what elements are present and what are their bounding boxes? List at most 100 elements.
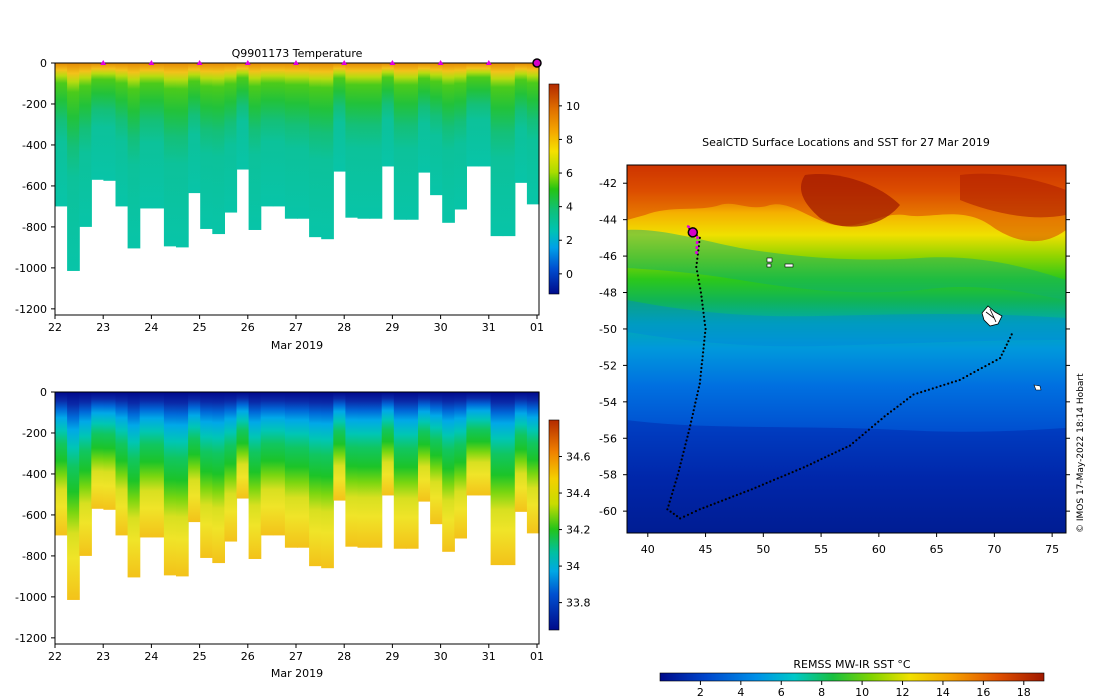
salinity-xlabel: Mar 2019 xyxy=(271,667,323,680)
track-point xyxy=(671,492,674,495)
track-point xyxy=(743,491,746,494)
t-profile-bar xyxy=(526,63,540,205)
t-xtick-label: 31 xyxy=(482,321,496,334)
map-xtick-label: 60 xyxy=(872,543,886,556)
s-profile-bar xyxy=(454,392,467,539)
track-point xyxy=(728,496,731,499)
track-point xyxy=(691,412,695,416)
s-profile-bar xyxy=(369,392,383,548)
track-point xyxy=(700,299,704,302)
track-point xyxy=(735,493,739,497)
map-ytick-label: -46 xyxy=(599,250,617,263)
t-profile-bar xyxy=(333,63,346,172)
map-xtick-label: 45 xyxy=(699,543,713,556)
track-point xyxy=(1004,346,1007,350)
track-point xyxy=(761,483,765,486)
t-profile-bar xyxy=(115,63,129,207)
s-profile-bar xyxy=(176,392,189,577)
t-cbar-label: 10 xyxy=(566,100,580,113)
t-xtick-label: 24 xyxy=(144,321,158,334)
track-point xyxy=(693,405,696,408)
map-xtick-label: 40 xyxy=(641,543,655,556)
track-point xyxy=(669,510,672,513)
track-point xyxy=(669,496,673,499)
track-point xyxy=(695,265,698,269)
surface-marker xyxy=(437,60,444,65)
track-point xyxy=(699,378,702,381)
t-cbar-label: 8 xyxy=(566,133,573,146)
track-point xyxy=(687,431,690,435)
s-xtick-label: 25 xyxy=(193,650,207,663)
t-profile-bar xyxy=(478,63,492,167)
track-point xyxy=(696,393,699,397)
track-point xyxy=(798,467,802,471)
t-profile-bar xyxy=(139,63,153,209)
s-profile-bar xyxy=(514,392,528,512)
map-axes-frame xyxy=(626,164,1067,534)
s-profile-bar xyxy=(502,392,516,566)
track-point xyxy=(874,423,877,426)
map-xtick-label: 55 xyxy=(814,543,828,556)
s-profile-bar xyxy=(212,392,225,564)
t-xtick-label: 01 xyxy=(530,321,544,334)
track-point xyxy=(672,489,675,492)
track-point xyxy=(674,481,677,484)
track-point xyxy=(702,347,705,350)
track-point xyxy=(765,481,768,485)
s-xtick-label: 01 xyxy=(530,650,544,663)
map-title: SealCTD Surface Locations and SST for 27… xyxy=(702,136,990,149)
track-point xyxy=(995,359,998,362)
track-point xyxy=(787,472,791,475)
sst-cbar-label: 16 xyxy=(976,686,990,699)
t-profile-bar xyxy=(454,63,467,210)
track-point xyxy=(880,418,883,421)
track-point xyxy=(698,236,701,239)
island-crozet xyxy=(766,257,794,268)
track-point xyxy=(694,401,697,404)
sst-colorbar-ticks: 2 4 6 8 10 12 14 16 18 xyxy=(697,681,1031,699)
track-point xyxy=(701,303,704,306)
surface-marker xyxy=(100,60,107,65)
t-profile-bar xyxy=(151,63,165,209)
s-profile-bar xyxy=(188,392,201,523)
track-point xyxy=(988,363,991,366)
salinity-panel: 0 -200 -400 -600 -800 -1000 -1200 22 23 24 25 26 27… xyxy=(15,386,590,680)
map-panel: SealCTD Surface Locations and SST for 27… xyxy=(599,136,1070,699)
t-profile-bar xyxy=(381,63,395,167)
s-profile-bar xyxy=(139,392,153,538)
t-xtick-label: 27 xyxy=(289,321,303,334)
track-point xyxy=(841,447,845,450)
track-point xyxy=(845,446,848,449)
t-profile-bar xyxy=(309,63,322,238)
t-xtick-label: 22 xyxy=(48,321,62,334)
track-point xyxy=(831,452,834,456)
island-heard xyxy=(1033,384,1042,391)
track-point xyxy=(877,420,880,423)
t-profile-bar xyxy=(345,63,359,218)
surface-marker xyxy=(485,60,492,65)
track-point xyxy=(700,366,703,370)
track-point xyxy=(676,473,679,476)
s-ytick-label: -1200 xyxy=(15,632,47,645)
map-ytick-label: -58 xyxy=(599,469,617,482)
track-point xyxy=(699,374,702,377)
s-profile-bar xyxy=(284,392,298,548)
t-profile-bar xyxy=(212,63,225,235)
map-ytick-label: -50 xyxy=(599,323,617,336)
s-profile-bar xyxy=(103,392,117,510)
s-ytick-label: -600 xyxy=(22,509,47,522)
track-point xyxy=(682,450,685,453)
t-profile-bar xyxy=(163,63,177,247)
track-point xyxy=(883,415,886,418)
s-xtick-label: 22 xyxy=(48,650,62,663)
t-profile-bar xyxy=(297,63,310,219)
sst-cbar-label: 14 xyxy=(936,686,950,699)
track-point xyxy=(747,489,750,492)
map-ytick-label: -48 xyxy=(599,287,617,300)
t-xtick-label: 28 xyxy=(337,321,351,334)
track-point xyxy=(1002,350,1005,353)
track-point xyxy=(696,257,699,260)
track-point xyxy=(703,339,706,342)
salinity-x-axis: 22 23 24 25 26 27 28 29 30 31 01 xyxy=(48,644,544,663)
